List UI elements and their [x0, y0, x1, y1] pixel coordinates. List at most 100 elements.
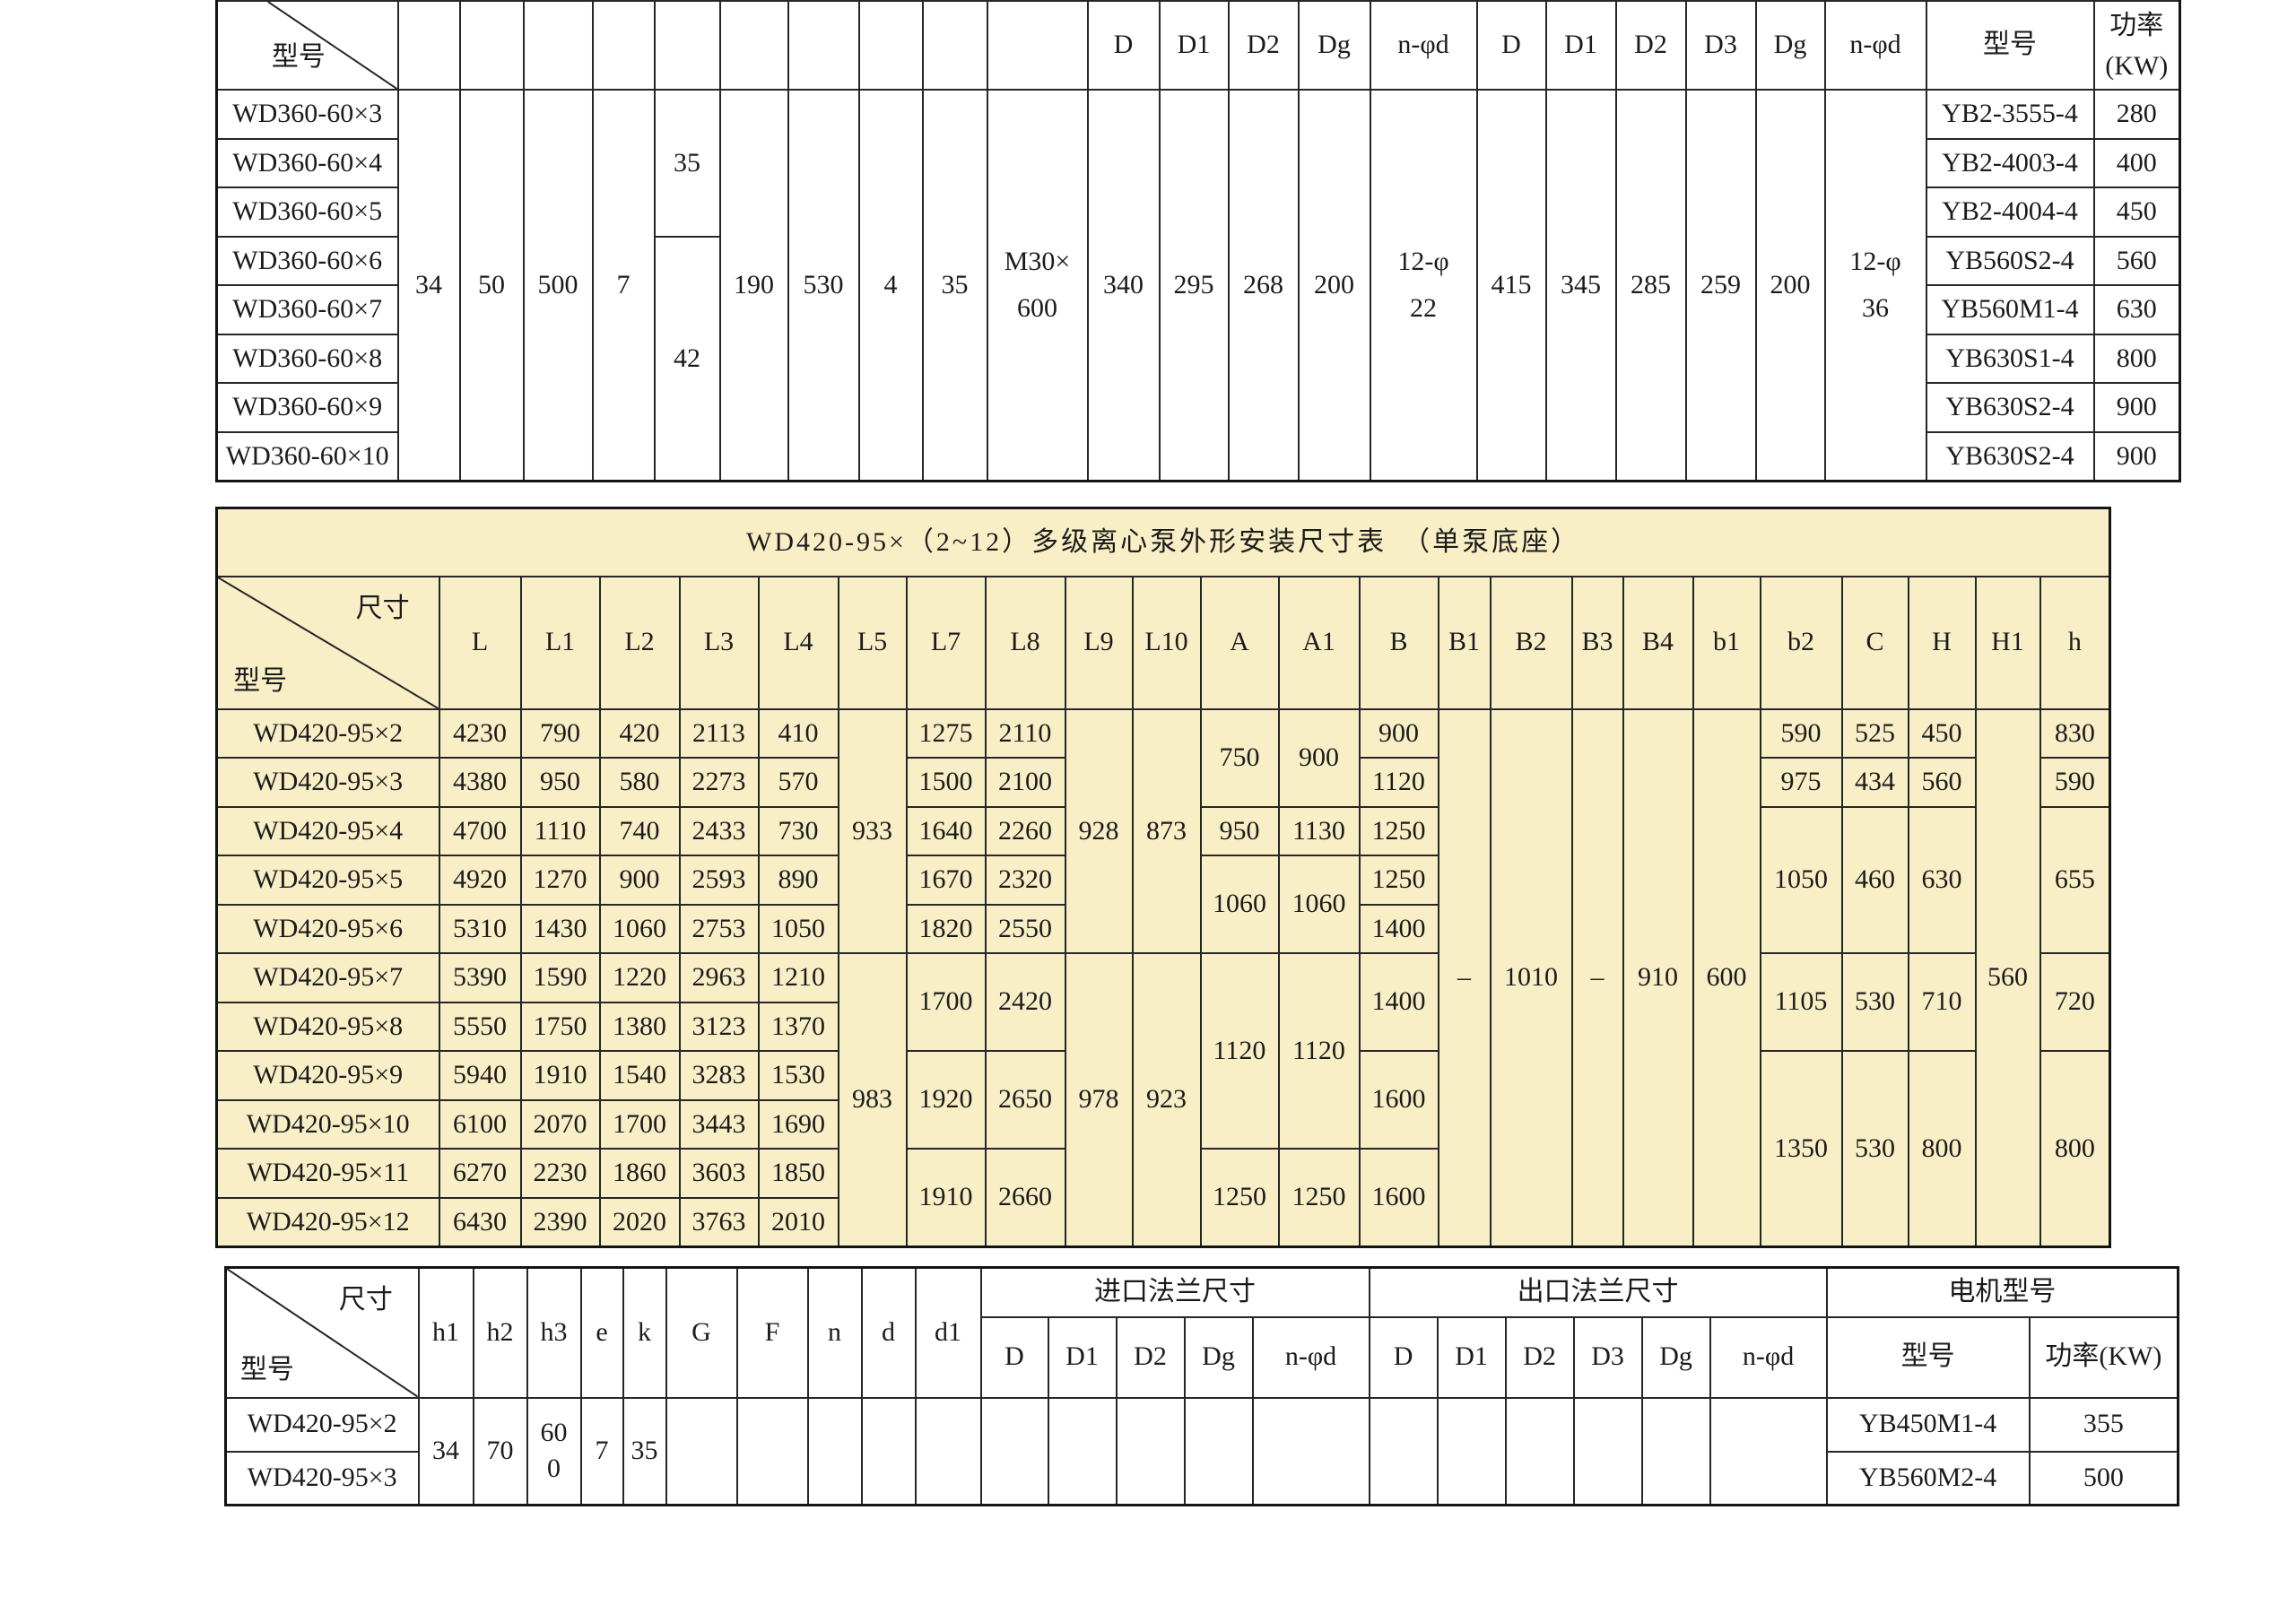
diagonal-line	[227, 1269, 418, 1397]
empty-cell	[1047, 1396, 1118, 1506]
data-cell: 720	[2039, 952, 2111, 1052]
header-cell: F	[735, 1266, 809, 1399]
data-cell: 60 0	[526, 1396, 582, 1506]
table-row: WD420-95×3 4380 950 580 2273 570 1500 2100 1120 9…	[215, 757, 2111, 808]
empty-cell	[522, 0, 594, 91]
data-cell: L1	[519, 575, 601, 710]
diagonal-label-size: 尺寸	[338, 1284, 393, 1315]
data-cell: 560	[1974, 707, 2041, 1248]
data-cell: WD360-60×10	[215, 430, 399, 482]
data-cell: 900	[1277, 707, 1361, 808]
data-cell: 1250	[1199, 1148, 1280, 1248]
data-cell: 1690	[757, 1098, 839, 1150]
data-cell: 500	[522, 89, 594, 482]
data-cell: 3763	[678, 1196, 760, 1248]
data-cell: A1	[1277, 575, 1361, 710]
data-cell: b1	[1692, 575, 1761, 710]
data-cell: D1	[1436, 1315, 1507, 1399]
data-cell: 1350	[1759, 1050, 1843, 1248]
data-cell: WD420-95×3	[224, 1450, 420, 1506]
header-cell: D2	[1614, 0, 1687, 91]
data-cell: 800	[2092, 333, 2181, 384]
data-cell: 873	[1131, 707, 1202, 954]
data-cell: 功率(KW)	[2028, 1315, 2179, 1399]
data-cell: L2	[598, 575, 681, 710]
data-cell: 2110	[984, 707, 1066, 759]
pump-table-wd360-60: 型号 D D1 D2 Dg n-φd D D1 D2 D3 Dg n-φd 型号 功率 (KW) WD360…	[215, 0, 2181, 482]
data-cell: 580	[598, 757, 681, 808]
data-cell: 450	[2092, 187, 2181, 238]
empty-cell	[857, 0, 924, 91]
data-cell: 600	[1692, 707, 1761, 1248]
data-cell: –	[1437, 707, 1492, 1248]
data-cell: 1050	[1759, 805, 1843, 954]
data-cell: YB450M1-4	[1825, 1396, 2031, 1453]
data-cell: 7	[579, 1396, 624, 1506]
data-cell: 2433	[678, 805, 760, 856]
data-cell: 6430	[438, 1196, 522, 1248]
empty-cell	[860, 1396, 917, 1506]
data-cell: 460	[1840, 805, 1909, 954]
data-cell: 530	[787, 89, 860, 482]
data-cell: 1820	[905, 903, 987, 954]
data-cell: 4	[857, 89, 924, 482]
data-cell: n-φd	[1251, 1315, 1370, 1399]
data-cell: 830	[2039, 707, 2111, 759]
data-cell: B3	[1570, 575, 1624, 710]
data-cell: 3603	[678, 1148, 760, 1199]
header-cell: G	[665, 1266, 738, 1399]
empty-cell	[1251, 1396, 1370, 1506]
empty-cell	[921, 0, 988, 91]
data-cell: 42	[653, 235, 721, 482]
table-row: D D1 D2 Dg n-φd D D1 D2 D3 Dg n-φd 型号 功率(KW)	[226, 1315, 2179, 1399]
data-cell: 4700	[438, 805, 522, 856]
data-cell: 1700	[598, 1098, 681, 1150]
diagonal-label-model: 型号	[233, 665, 288, 696]
data-cell: 4380	[438, 757, 522, 808]
data-cell: 1500	[905, 757, 987, 808]
data-cell: WD360-60×7	[215, 284, 399, 335]
data-cell: 2320	[984, 855, 1066, 906]
data-cell: 2550	[984, 903, 1066, 954]
data-cell: 2070	[519, 1098, 601, 1150]
diagonal-label-model: 型号	[239, 1355, 294, 1385]
data-cell: YB2-4003-4	[1925, 137, 2095, 188]
data-cell: YB560S2-4	[1925, 235, 2095, 286]
data-cell: 710	[1907, 952, 1977, 1052]
data-cell: 1540	[598, 1050, 681, 1101]
data-cell: 200	[1297, 89, 1371, 482]
data-cell: 259	[1684, 89, 1757, 482]
data-cell: 1060	[1199, 855, 1280, 954]
header-cell: 进口法兰尺寸	[979, 1266, 1370, 1318]
data-cell: 1210	[757, 952, 839, 1003]
header-cell: D1	[1158, 0, 1230, 91]
empty-cell	[1504, 1396, 1575, 1506]
table-row: WD420-95×6 5310 1430 1060 2753 1050 1820 2550 14…	[215, 903, 2110, 954]
header-cell: Dg	[1754, 0, 1826, 91]
table-row: WD420-95×4 4700 1110 740 2433 730 1640 2260 950 1…	[215, 805, 2111, 954]
empty-cell	[665, 1396, 738, 1506]
empty-cell	[396, 0, 461, 91]
empty-cell	[653, 0, 721, 91]
data-cell: 400	[2092, 137, 2181, 188]
data-cell: 5390	[438, 952, 522, 1003]
table-row: WD420-95×8 5550 1750 1380 3123 1370	[215, 1001, 2110, 1052]
data-cell: 5310	[438, 903, 522, 954]
empty-cell	[1115, 1396, 1186, 1506]
empty-cell	[1183, 1396, 1254, 1506]
data-cell: 295	[1158, 89, 1230, 482]
header-cell: D3	[1684, 0, 1757, 91]
data-cell: YB630S2-4	[1925, 382, 2095, 433]
header-cell: d	[860, 1266, 917, 1399]
data-cell: 5940	[438, 1050, 522, 1101]
data-cell: B	[1358, 575, 1439, 710]
data-cell: 70	[472, 1396, 528, 1506]
data-cell: L7	[905, 575, 987, 710]
data-cell: WD360-60×8	[215, 333, 399, 384]
data-cell: WD360-60×3	[215, 89, 399, 140]
data-cell: 2010	[757, 1196, 839, 1248]
data-cell: 4230	[438, 707, 522, 759]
data-cell: 35	[653, 89, 721, 238]
data-cell: 410	[757, 707, 839, 759]
